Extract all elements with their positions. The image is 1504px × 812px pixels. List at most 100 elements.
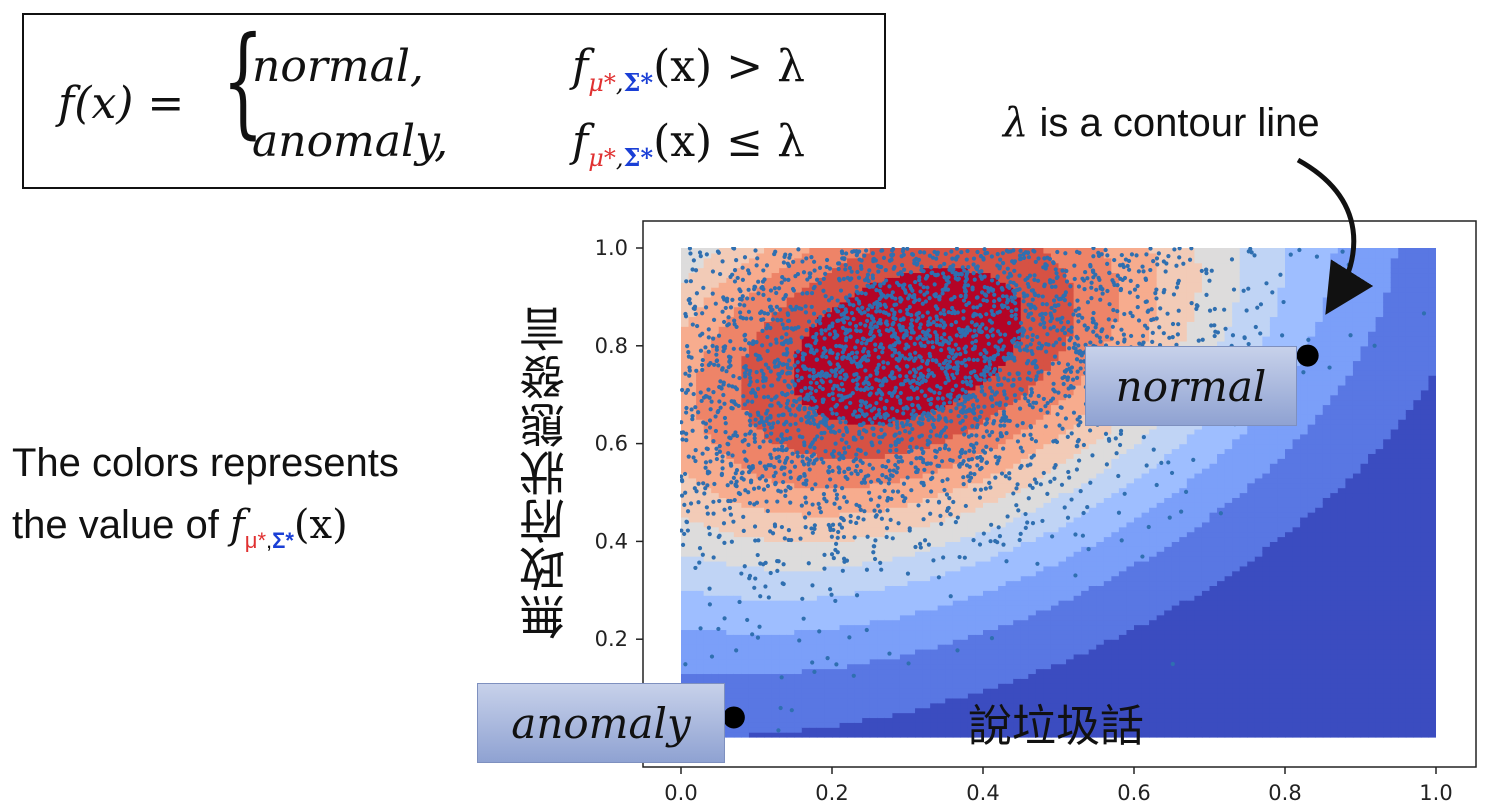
contour-cell xyxy=(937,301,946,308)
contour-cell xyxy=(915,409,924,415)
contour-cell xyxy=(1013,394,1022,401)
contour-cell xyxy=(862,609,871,616)
contour-cell xyxy=(998,648,1007,655)
contour-cell xyxy=(930,551,939,557)
contour-cell xyxy=(915,678,924,684)
contour-cell xyxy=(733,629,742,635)
contour-cell xyxy=(1035,424,1044,430)
contour-cell xyxy=(975,502,984,508)
contour-cell xyxy=(1043,472,1052,479)
contour-cell xyxy=(703,546,712,552)
contour-cell xyxy=(952,722,961,728)
contour-cell xyxy=(703,595,712,601)
contour-cell xyxy=(1035,531,1044,538)
contour-cell xyxy=(915,688,924,694)
contour-cell xyxy=(1013,580,1022,587)
contour-cell xyxy=(907,272,916,278)
contour-cell xyxy=(779,272,788,278)
contour-cell xyxy=(892,257,901,264)
contour-cell xyxy=(779,688,788,694)
contour-cell xyxy=(741,389,750,396)
contour-cell xyxy=(839,604,848,611)
contour-cell xyxy=(983,502,992,508)
contour-cell xyxy=(741,502,750,508)
contour-cell xyxy=(726,448,735,454)
contour-cell xyxy=(779,306,788,313)
contour-cell xyxy=(786,311,795,318)
contour-cell xyxy=(726,732,735,738)
contour-cell xyxy=(824,629,833,635)
contour-cell xyxy=(1035,600,1044,606)
contour-cell xyxy=(937,424,946,430)
contour-cell xyxy=(824,702,833,709)
contour-cell xyxy=(756,614,765,621)
contour-cell xyxy=(1050,590,1060,596)
contour-cell xyxy=(922,570,931,577)
contour-cell xyxy=(726,502,735,508)
contour-cell xyxy=(733,668,742,675)
contour-cell xyxy=(816,521,826,528)
contour-cell xyxy=(952,521,961,528)
contour-cell xyxy=(703,673,712,679)
contour-cell xyxy=(945,321,954,327)
contour-cell xyxy=(960,340,969,347)
contour-cell xyxy=(741,614,750,621)
contour-cell xyxy=(748,536,758,542)
contour-cell xyxy=(1050,512,1060,518)
contour-cell xyxy=(975,644,984,650)
contour-cell xyxy=(756,380,765,386)
contour-cell xyxy=(854,575,863,582)
contour-cell xyxy=(952,292,961,298)
contour-cell xyxy=(990,663,999,670)
contour-cell xyxy=(877,580,886,587)
contour-cell xyxy=(718,526,727,533)
contour-cell xyxy=(681,468,690,474)
contour-cell xyxy=(1020,688,1029,694)
contour-cell xyxy=(748,526,758,533)
contour-cell xyxy=(854,688,863,694)
contour-cell xyxy=(877,252,886,259)
contour-cell xyxy=(960,697,969,704)
contour-cell xyxy=(915,565,924,572)
contour-cell xyxy=(688,492,697,498)
contour-cell xyxy=(1035,272,1044,278)
contour-cell xyxy=(809,516,818,523)
contour-cell xyxy=(832,614,841,621)
contour-cell xyxy=(718,409,727,415)
contour-cell xyxy=(847,648,856,655)
contour-cell xyxy=(952,516,961,523)
contour-cell xyxy=(937,443,946,450)
contour-cell xyxy=(862,336,871,342)
contour-cell xyxy=(764,531,773,538)
contour-cell xyxy=(733,688,742,694)
contour-cell xyxy=(1035,296,1044,303)
contour-cell xyxy=(1043,389,1052,396)
contour-cell xyxy=(907,692,916,699)
contour-cell xyxy=(794,443,803,450)
contour-cell xyxy=(983,678,992,684)
contour-cell xyxy=(892,380,901,386)
contour-cell xyxy=(703,668,712,675)
contour-cell xyxy=(915,546,924,552)
contour-cell xyxy=(1035,316,1044,322)
contour-cell xyxy=(1043,570,1052,577)
contour-cell xyxy=(990,512,999,518)
contour-cell xyxy=(983,252,992,259)
contour-cell xyxy=(1013,697,1022,704)
contour-cell xyxy=(726,648,735,655)
contour-cell xyxy=(832,468,841,474)
contour-cell xyxy=(892,732,901,738)
contour-cell xyxy=(816,531,826,538)
contour-cell xyxy=(711,536,720,542)
contour-cell xyxy=(794,399,803,406)
contour-cell xyxy=(937,306,946,313)
contour-cell xyxy=(771,306,780,313)
contour-cell xyxy=(975,355,984,362)
contour-cell xyxy=(756,477,765,484)
contour-cell xyxy=(967,595,977,601)
contour-cell xyxy=(711,331,720,337)
contour-cell xyxy=(1035,717,1044,723)
contour-cell xyxy=(733,604,742,611)
contour-cell xyxy=(726,644,735,650)
contour-cell xyxy=(1035,262,1044,269)
